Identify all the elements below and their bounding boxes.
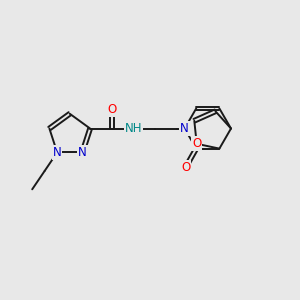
Text: O: O: [192, 137, 201, 150]
Text: O: O: [108, 103, 117, 116]
Text: N: N: [180, 122, 189, 135]
Text: O: O: [181, 160, 190, 173]
Text: NH: NH: [125, 122, 142, 135]
Text: N: N: [78, 146, 87, 159]
Text: N: N: [53, 146, 62, 159]
